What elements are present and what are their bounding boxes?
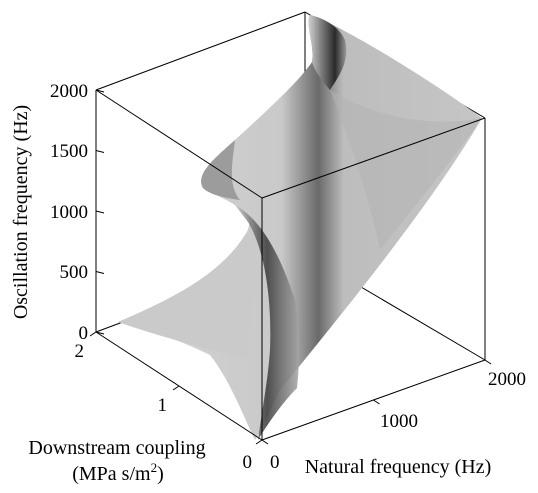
- y-tick-label: 2: [75, 341, 85, 362]
- x-axis: 0 1000 2000 Natural frequency (Hz): [261, 359, 526, 478]
- x-tick-label: 1000: [380, 411, 418, 432]
- z-axis-label: Oscillation frequency (Hz): [10, 105, 32, 319]
- z-tick-label: 500: [60, 262, 89, 283]
- x-axis-label: Natural frequency (Hz): [305, 456, 492, 478]
- x-tick-label: 0: [270, 452, 280, 473]
- y-axis-label-units: (MPa s/m2): [72, 460, 164, 485]
- z-tick-label: 1000: [50, 202, 88, 223]
- surface-fold-shade: [235, 205, 300, 440]
- surface-main: [118, 15, 482, 440]
- surface: [118, 15, 482, 440]
- z-tick-label: 2000: [50, 81, 88, 102]
- y-tick-label: 0: [243, 452, 253, 473]
- surface-right-shade: [330, 90, 482, 250]
- z-tick-label: 0: [79, 323, 89, 344]
- surface-lower-left: [118, 235, 258, 360]
- y-axis-label: Downstream coupling: [28, 437, 205, 459]
- y-tick-label: 1: [158, 395, 168, 416]
- x-tick-label: 2000: [488, 369, 526, 390]
- surface-left-curl: [201, 140, 240, 200]
- surface-top-roll: [308, 15, 347, 90]
- z-axis: 0 500 1000 1500 2000 Oscillation frequen…: [10, 81, 105, 344]
- y-axis: 2 1 0 Downstream coupling (MPa s/m2): [28, 331, 263, 485]
- z-tick-label: 1500: [50, 141, 88, 162]
